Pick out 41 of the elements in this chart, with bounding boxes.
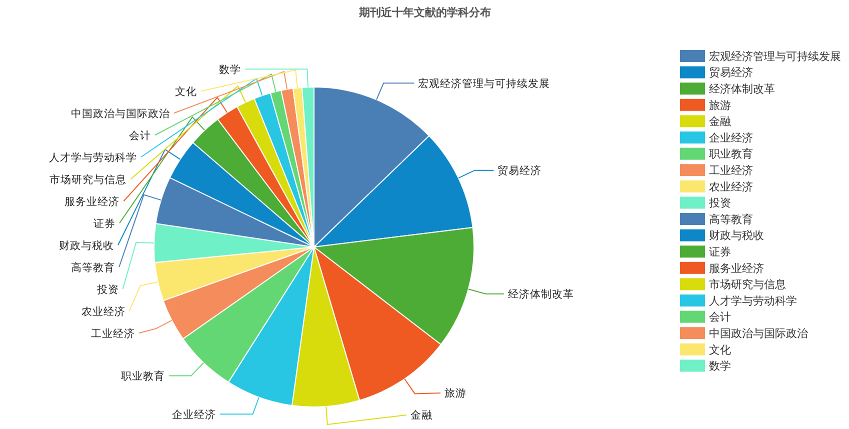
legend-label: 市场研究与信息	[709, 278, 786, 292]
legend-label: 旅游	[709, 98, 731, 112]
slice-label: 人才学与劳动科学	[48, 150, 137, 164]
slice-label: 旅游	[444, 386, 466, 400]
legend-label: 企业经济	[709, 131, 753, 144]
slice-label: 经济体制改革	[508, 288, 574, 301]
legend-label: 金融	[709, 115, 731, 128]
slice-label: 证券	[94, 216, 116, 230]
legend-label: 人才学与劳动科学	[709, 294, 797, 308]
legend-label: 中国政治与国际政治	[709, 326, 808, 340]
slice-label: 宏观经济管理与可持续发展	[418, 76, 550, 90]
slice-label: 农业经济	[81, 304, 126, 318]
slice-label: 职业教育	[121, 369, 166, 382]
slice-label: 服务业经济	[64, 194, 120, 208]
legend-label: 宏观经济管理与可持续发展	[709, 50, 841, 63]
slice-label: 文化	[174, 84, 197, 98]
legend-label: 财政与税收	[709, 229, 764, 242]
legend-label: 贸易经济	[709, 66, 753, 80]
legend-label: 高等教育	[709, 212, 753, 226]
slice-label: 高等教育	[71, 260, 116, 274]
legend-label: 服务业经济	[709, 262, 764, 275]
slice-label: 投资	[96, 284, 119, 296]
slice-label: 工业经济	[90, 326, 135, 340]
legend-label: 职业教育	[709, 148, 753, 161]
slice-label: 企业经济	[172, 408, 216, 421]
legend-label: 数学	[709, 360, 731, 373]
legend-label: 证券	[709, 245, 731, 258]
legend-label: 会计	[709, 310, 731, 324]
slice-label: 金融	[410, 410, 432, 422]
legend-label: 投资	[708, 196, 731, 210]
slice-label: 中国政治与国际政治	[71, 106, 170, 120]
slice-label: 市场研究与信息	[50, 172, 127, 186]
legend-label: 文化	[709, 343, 731, 356]
legend-label: 农业经济	[709, 180, 753, 194]
slice-label: 财政与税收	[59, 238, 114, 252]
legend-label: 经济体制改革	[709, 82, 775, 96]
chart-title: 期刊近十年文献的学科分布	[358, 6, 491, 19]
legend-label: 工业经济	[709, 164, 753, 177]
slice-label: 会计	[128, 128, 151, 142]
slice-label: 贸易经济	[498, 164, 542, 178]
slice-label: 数学	[219, 64, 242, 76]
